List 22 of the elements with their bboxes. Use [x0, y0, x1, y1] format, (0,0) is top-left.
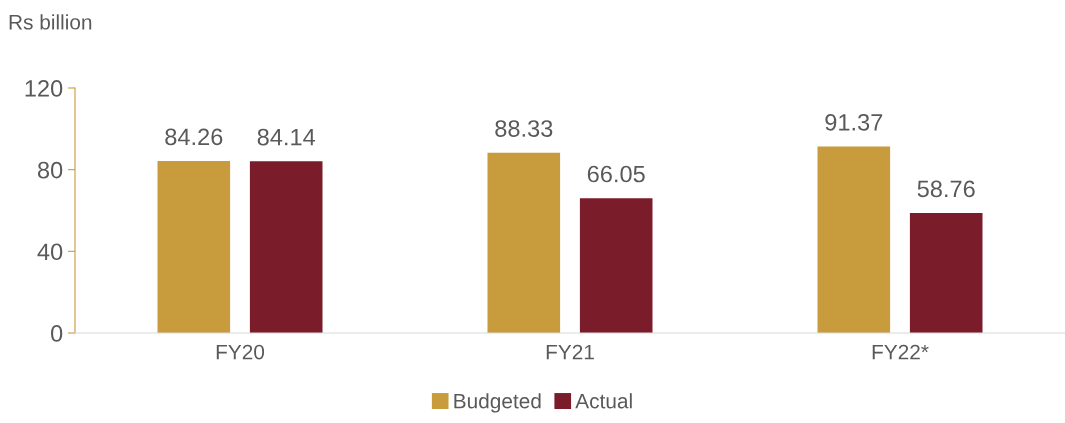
y-tick-label: 80	[37, 161, 63, 179]
bar	[157, 160, 231, 333]
data-label: 66.05	[587, 165, 645, 183]
legend-label: Budgeted	[454, 393, 541, 413]
bar	[487, 152, 561, 333]
x-tick-label: FY22*	[872, 344, 929, 360]
bar	[579, 198, 653, 333]
legend-label: Actual	[575, 393, 632, 409]
bar	[817, 146, 891, 333]
x-tick-label: FY20	[216, 344, 265, 360]
data-label: 84.26	[165, 128, 223, 146]
bar	[909, 213, 983, 333]
y-tick-label: 40	[37, 243, 63, 261]
data-label: 84.14	[257, 128, 316, 146]
data-label: 58.76	[917, 180, 975, 198]
y-tick-label: 120	[25, 80, 63, 97]
x-tick-label: FY21	[546, 344, 594, 360]
y-axis-title: Rs billion	[9, 14, 92, 30]
data-label: 88.33	[495, 120, 553, 137]
bar	[249, 161, 323, 333]
y-tick-label: 0	[50, 325, 63, 342]
data-label: 91.37	[825, 113, 883, 131]
